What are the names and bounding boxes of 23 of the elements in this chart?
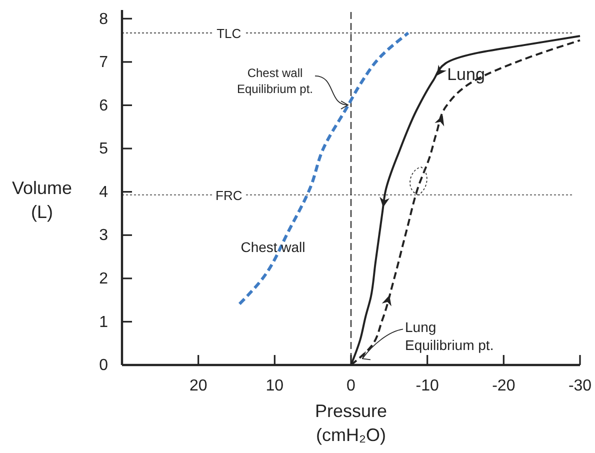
annotation: Chest wall Equilibrium pt. xyxy=(236,66,314,96)
y-tick-label: 1 xyxy=(99,314,108,331)
x-tick-label: -10 xyxy=(416,377,439,394)
ref-line-label: TLC xyxy=(216,26,242,41)
y-tick-label: 4 xyxy=(99,184,108,201)
x-tick-label: -30 xyxy=(568,377,592,394)
y-tick-label: 3 xyxy=(99,227,108,244)
y-tick-label: 0 xyxy=(99,357,108,374)
x-tick-label: 0 xyxy=(346,377,356,394)
y-axis-title: Volume (L) xyxy=(12,178,72,222)
x-tick-label: 10 xyxy=(266,377,284,394)
ref-line-label: FRC xyxy=(216,188,242,203)
annotation: Lung xyxy=(447,65,485,84)
y-tick-label: 7 xyxy=(99,54,108,72)
y-tick-label: 6 xyxy=(99,97,108,114)
y-tick-label: 2 xyxy=(99,270,108,288)
x-axis-title: Pressure (cmH₂O) xyxy=(314,401,388,445)
x-tick-label: -20 xyxy=(492,377,516,394)
annotation: Lung Equilibrium pt. xyxy=(405,319,494,353)
y-tick-label: 5 xyxy=(99,140,108,158)
x-tick-label: 20 xyxy=(189,377,208,394)
y-tick-label: 8 xyxy=(99,10,108,28)
annotation: Chest wall xyxy=(240,239,306,255)
